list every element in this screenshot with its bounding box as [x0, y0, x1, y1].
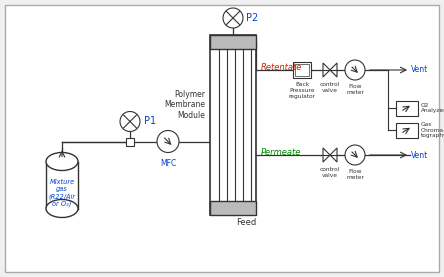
Circle shape: [120, 112, 140, 132]
Text: P1: P1: [144, 117, 156, 127]
Text: MFC: MFC: [160, 158, 176, 168]
Bar: [210, 201, 256, 215]
Text: Back
Pressure
regulator: Back Pressure regulator: [289, 82, 316, 99]
Circle shape: [223, 8, 243, 28]
Text: control
valve: control valve: [320, 167, 340, 178]
Text: Vent: Vent: [411, 65, 428, 75]
Text: Polymer
Membrane
Module: Polymer Membrane Module: [164, 90, 205, 120]
Ellipse shape: [46, 199, 78, 217]
Bar: [293, 62, 311, 78]
Text: P2: P2: [246, 13, 258, 23]
Text: Gas
Chroma-
tography: Gas Chroma- tography: [421, 122, 444, 138]
Circle shape: [345, 60, 365, 80]
Text: Permeate: Permeate: [261, 148, 301, 157]
Bar: [210, 35, 256, 215]
Polygon shape: [323, 148, 330, 162]
Circle shape: [345, 145, 365, 165]
Text: Flow
meter: Flow meter: [346, 84, 364, 95]
Circle shape: [157, 130, 179, 153]
Bar: [210, 35, 256, 49]
Bar: [46, 161, 78, 209]
Bar: [295, 64, 309, 76]
Polygon shape: [323, 63, 330, 77]
Text: O2
Analyzer: O2 Analyzer: [421, 102, 444, 113]
Text: Mixture
gas
(R22/Air
or O₂): Mixture gas (R22/Air or O₂): [48, 179, 75, 207]
Text: Vent: Vent: [411, 150, 428, 160]
Bar: [126, 137, 134, 145]
Ellipse shape: [46, 153, 78, 171]
Polygon shape: [330, 63, 337, 77]
Bar: [396, 122, 418, 137]
Bar: [396, 101, 418, 116]
Text: Flow
meter: Flow meter: [346, 169, 364, 180]
Text: Retentate: Retentate: [261, 63, 302, 72]
Text: control
valve: control valve: [320, 82, 340, 93]
Text: Feed: Feed: [236, 218, 256, 227]
Polygon shape: [330, 148, 337, 162]
